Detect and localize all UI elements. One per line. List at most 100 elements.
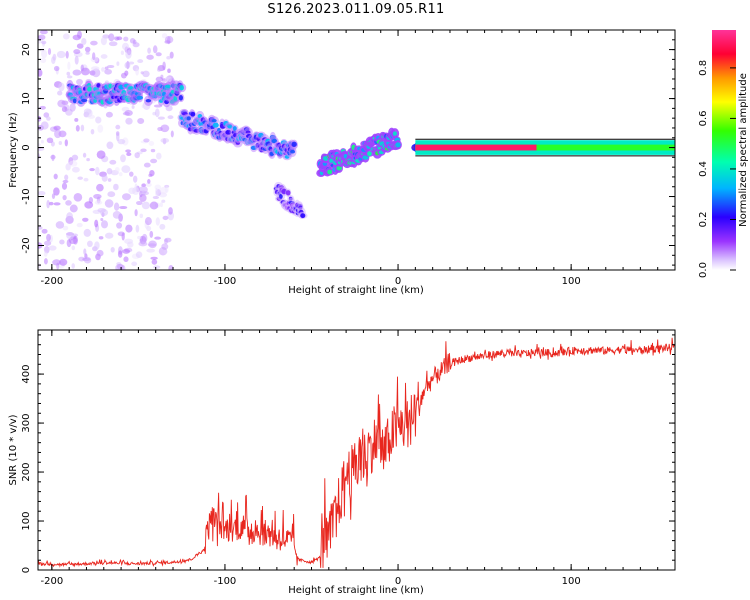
x-tick-label: 0 [395,276,401,287]
heatmap-cell [118,172,123,177]
heatmap-cell [156,152,162,160]
y-tick-label: 300 [21,414,32,433]
heatmap-cell [108,33,115,42]
heatmap-cell [155,217,160,226]
colorbar-tick-label: 0.2 [698,212,709,228]
heatmap-cell [336,165,342,171]
heatmap-cell [40,139,44,144]
heatmap-cell [138,186,148,194]
heatmap-cell [149,230,154,238]
heatmap-cell [94,219,99,228]
heatmap-cell [96,183,104,192]
heatmap-cell [87,114,95,119]
heatmap-cell [46,200,50,209]
heatmap-cell [96,150,106,159]
heatmap-cell [140,148,147,153]
heatmap-cell [90,66,100,71]
heatmap-cell [120,50,125,55]
heatmap-cell [137,235,142,240]
heatmap-cell [104,199,114,208]
heatmap-cell [140,71,144,75]
heatmap-cell [123,256,129,263]
heatmap-cell [73,192,83,202]
heatmap-cell [38,116,42,122]
heatmap-cell [148,173,153,178]
heatmap-cell [122,248,131,254]
heatmap-cell [90,128,95,135]
heatmap-cell [151,259,158,265]
heatmap-cell [128,187,136,195]
heatmap-cell [57,99,66,108]
heatmap-cell [41,49,48,59]
heatmap-cell [212,122,219,128]
heatmap-cell [64,139,68,147]
heatmap-cell [71,263,75,269]
heatmap-cell [155,188,159,197]
heatmap-cell [41,40,47,45]
heatmap-cell [41,228,48,234]
heatmap-cell [46,137,54,144]
heatmap-cell [76,78,83,86]
heatmap-cell [74,55,79,65]
heatmap-cell [110,246,115,253]
heatmap-cell [105,111,113,118]
heatmap-cell [117,138,126,145]
heatmap-cell [150,256,158,260]
heatmap-cell [152,195,160,200]
heatmap-cell [92,52,96,61]
heatmap-ylabel: Frequency (Hz) [8,112,19,188]
colorbar-tick-label: 0.6 [698,110,709,126]
heatmap-cell [138,241,148,247]
heatmap-cell [89,168,95,172]
heatmap-cell [415,144,675,151]
snr-axes: -200 -100 0 100 0 100 200 300 400 [21,330,676,587]
heatmap-cell [86,157,90,162]
heatmap-cell [162,215,169,221]
heatmap-cell [285,190,291,196]
snr-series-line [38,337,675,569]
heatmap-cell [136,200,143,206]
heatmap-cell [178,95,183,101]
heatmap-cell [120,72,127,79]
heatmap-cell [94,200,103,205]
heatmap-cell [40,48,45,52]
colorbar-label: Normalized spectral amplitude [738,73,749,227]
x-tick-label: -100 [214,576,237,587]
heatmap-cell [81,98,88,103]
heatmap-cell [121,165,131,173]
heatmap-cell [169,51,174,59]
heatmap-cell [119,205,128,210]
y-tick-label: 0 [21,567,32,573]
heatmap-cell [66,212,73,221]
heatmap-cell [66,75,73,79]
heatmap-cell [44,240,52,246]
heatmap-cell [164,186,169,193]
heatmap-cell [62,179,69,184]
heatmap-cell [90,40,98,46]
heatmap-cell [101,67,105,72]
heatmap-cell [83,256,92,264]
heatmap-cell [211,118,217,123]
heatmap-cell [160,137,170,144]
colorbar-tick-label: 0.8 [698,60,709,76]
heatmap-cell [62,33,70,40]
heatmap-cell [84,201,94,209]
heatmap-cell [150,158,158,164]
heatmap-cell [125,224,133,233]
heatmap-frame [37,29,676,271]
heatmap-cell [82,217,89,222]
y-tick-label: 400 [21,365,32,384]
heatmap-cell [40,57,47,64]
heatmap-cell [81,37,87,46]
heatmap-cell [136,95,143,100]
heatmap-cell [168,265,174,270]
heatmap-cell [47,48,52,55]
heatmap-cell [362,155,369,160]
heatmap-cell [395,142,401,148]
heatmap-cell [155,76,163,82]
heatmap-cell [62,194,67,201]
heatmap-cell [38,147,45,151]
heatmap-cell [80,124,85,132]
snr-plot-area [38,337,675,569]
heatmap-cell [51,154,55,162]
